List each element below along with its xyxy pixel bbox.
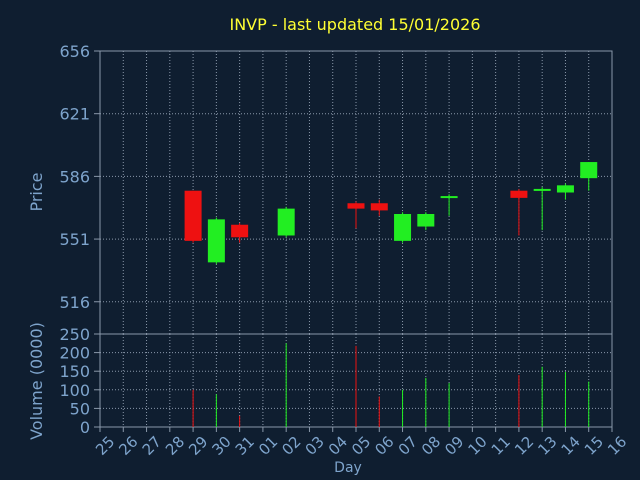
price-tick-label: 586 <box>59 167 90 186</box>
price-tick-label: 621 <box>59 105 90 124</box>
volume-tick-label: 150 <box>59 362 90 381</box>
x-tick-label: 16 <box>604 433 630 459</box>
price-panel: 656 621 586 551 516 <box>59 42 613 335</box>
chart-title: INVP - last updated 15/01/2026 <box>229 15 480 34</box>
volume-tick-label: 100 <box>59 381 90 400</box>
candle-body <box>277 208 295 236</box>
candle-body <box>440 196 458 199</box>
candle-body <box>533 188 551 191</box>
candle-body <box>417 213 435 227</box>
candle-body <box>510 190 528 198</box>
candle-body <box>184 190 202 241</box>
volume-tick-label: 250 <box>59 325 90 344</box>
candle-body <box>556 185 574 193</box>
candle-body <box>347 203 365 209</box>
volume-tick-label: 0 <box>80 418 90 437</box>
price-tick-label: 551 <box>59 230 90 249</box>
x-axis-label: Day <box>334 460 362 476</box>
volume-axis-label: Volume (0000) <box>27 322 46 440</box>
candle-body <box>394 213 412 241</box>
volume-tick-label: 50 <box>70 399 90 418</box>
candle-body <box>370 203 388 211</box>
price-tick-label: 656 <box>59 42 90 61</box>
candle-body <box>207 219 225 263</box>
candle-body <box>231 224 249 238</box>
x-tick-labels: 2526272829303101020304050607080910111213… <box>92 427 630 459</box>
price-tick-label: 516 <box>59 293 90 312</box>
price-axis-label: Price <box>27 172 46 211</box>
volume-tick-label: 200 <box>59 344 90 363</box>
candle-body <box>580 162 598 179</box>
